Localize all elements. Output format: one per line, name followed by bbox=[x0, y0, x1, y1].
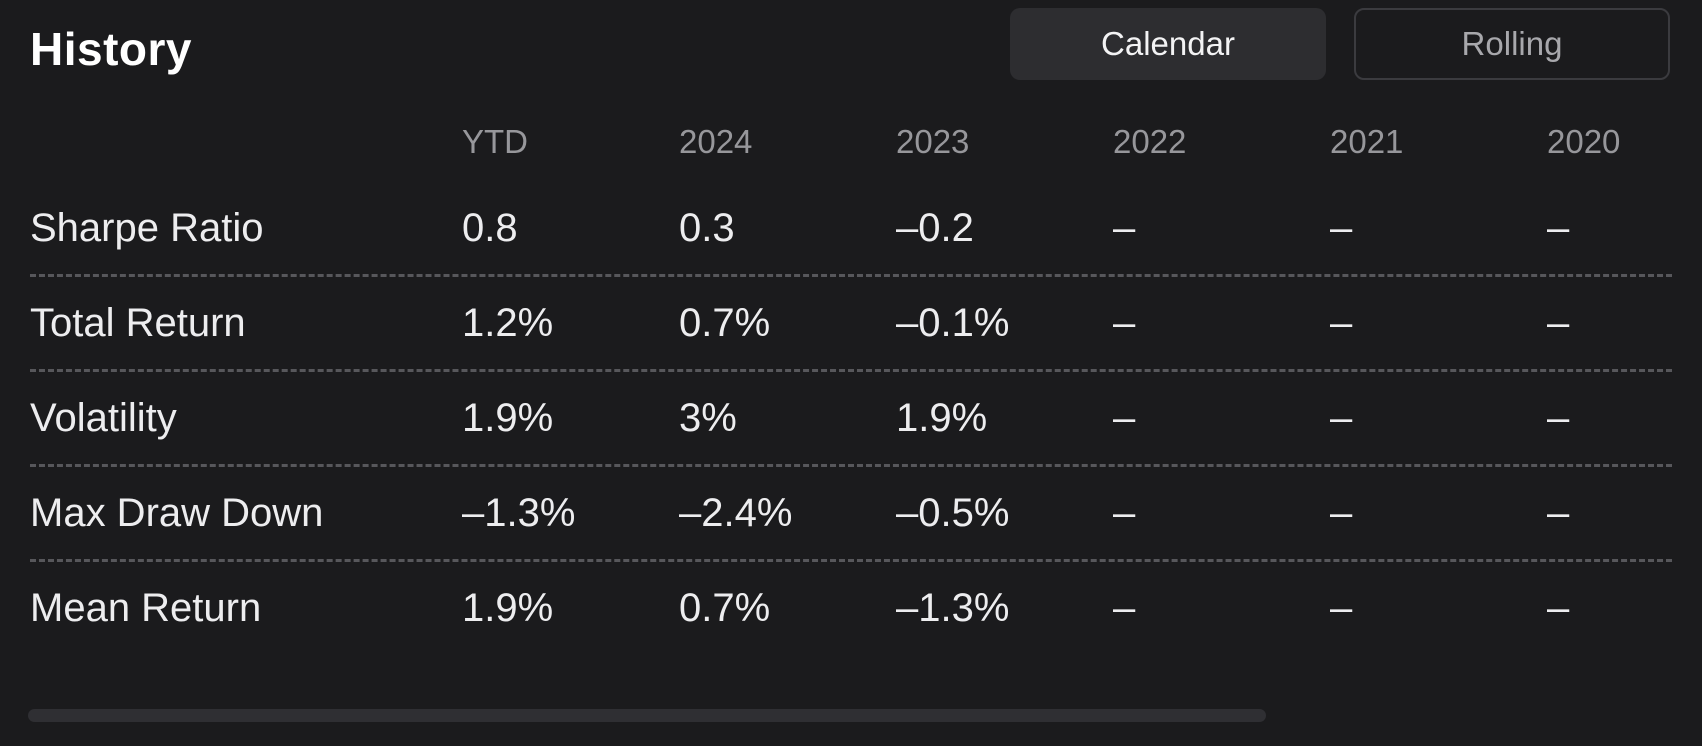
value-cell: –0.1% bbox=[896, 300, 1010, 345]
value-cell: 1.9% bbox=[462, 585, 554, 630]
value-cell: – bbox=[1330, 490, 1353, 535]
value-cell: – bbox=[1330, 205, 1353, 250]
value-cell: – bbox=[1547, 205, 1570, 250]
value-cell: –1.3% bbox=[896, 585, 1010, 630]
value-cell: –0.5% bbox=[896, 490, 1010, 535]
value-cell: – bbox=[1547, 585, 1570, 630]
value-cell: – bbox=[1113, 490, 1136, 535]
value-cell: 3% bbox=[679, 395, 737, 440]
value-cell: – bbox=[1330, 585, 1353, 630]
rolling-toggle-button[interactable]: Rolling bbox=[1354, 8, 1670, 80]
row-label: Sharpe Ratio bbox=[30, 205, 264, 250]
value-cell: 0.7% bbox=[679, 300, 771, 345]
value-cell: 0.7% bbox=[679, 585, 771, 630]
table-header-row: YTD 2024 2023 2022 2021 2020 bbox=[30, 102, 1672, 182]
row-label: Mean Return bbox=[30, 585, 262, 630]
view-toggle-group: Calendar Rolling bbox=[1010, 8, 1670, 80]
value-cell: – bbox=[1330, 395, 1353, 440]
column-header: 2020 bbox=[1547, 123, 1621, 160]
table-row: Volatility 1.9% 3% 1.9% – – – bbox=[30, 369, 1672, 464]
value-cell: – bbox=[1547, 395, 1570, 440]
row-label: Total Return bbox=[30, 300, 246, 345]
value-cell: –0.2 bbox=[896, 205, 974, 250]
table-body: Sharpe Ratio 0.8 0.3 –0.2 – – – Total Return 1.2… bbox=[30, 182, 1672, 654]
table-row: Sharpe Ratio 0.8 0.3 –0.2 – – – bbox=[30, 182, 1672, 274]
value-cell: – bbox=[1547, 300, 1570, 345]
value-cell: 0.8 bbox=[462, 205, 518, 250]
value-cell: 0.3 bbox=[679, 205, 735, 250]
value-cell: – bbox=[1547, 490, 1570, 535]
history-table: YTD 2024 2023 2022 2021 2020 Sharpe Ratio 0.8 0… bbox=[30, 102, 1672, 654]
value-cell: – bbox=[1113, 205, 1136, 250]
value-cell: –2.4% bbox=[679, 490, 793, 535]
page-title: History bbox=[30, 23, 192, 75]
value-cell: –1.3% bbox=[462, 490, 576, 535]
value-cell: – bbox=[1330, 300, 1353, 345]
column-header: YTD bbox=[462, 123, 528, 160]
value-cell: 1.9% bbox=[896, 395, 988, 440]
table-row: Mean Return 1.9% 0.7% –1.3% – – – bbox=[30, 559, 1672, 654]
value-cell: 1.2% bbox=[462, 300, 554, 345]
row-label: Volatility bbox=[30, 395, 177, 440]
column-header: 2023 bbox=[896, 123, 970, 160]
value-cell: – bbox=[1113, 585, 1136, 630]
calendar-toggle-button[interactable]: Calendar bbox=[1010, 8, 1326, 80]
value-cell: – bbox=[1113, 395, 1136, 440]
table-row: Total Return 1.2% 0.7% –0.1% – – – bbox=[30, 274, 1672, 369]
value-cell: – bbox=[1113, 300, 1136, 345]
table-row: Max Draw Down –1.3% –2.4% –0.5% – – – bbox=[30, 464, 1672, 559]
value-cell: 1.9% bbox=[462, 395, 554, 440]
horizontal-scrollbar-thumb[interactable] bbox=[28, 709, 1266, 722]
column-header: 2021 bbox=[1330, 123, 1404, 160]
column-header: 2022 bbox=[1113, 123, 1187, 160]
row-label: Max Draw Down bbox=[30, 490, 324, 535]
panel-topbar: History Calendar Rolling bbox=[30, 0, 1672, 94]
column-header: 2024 bbox=[679, 123, 753, 160]
